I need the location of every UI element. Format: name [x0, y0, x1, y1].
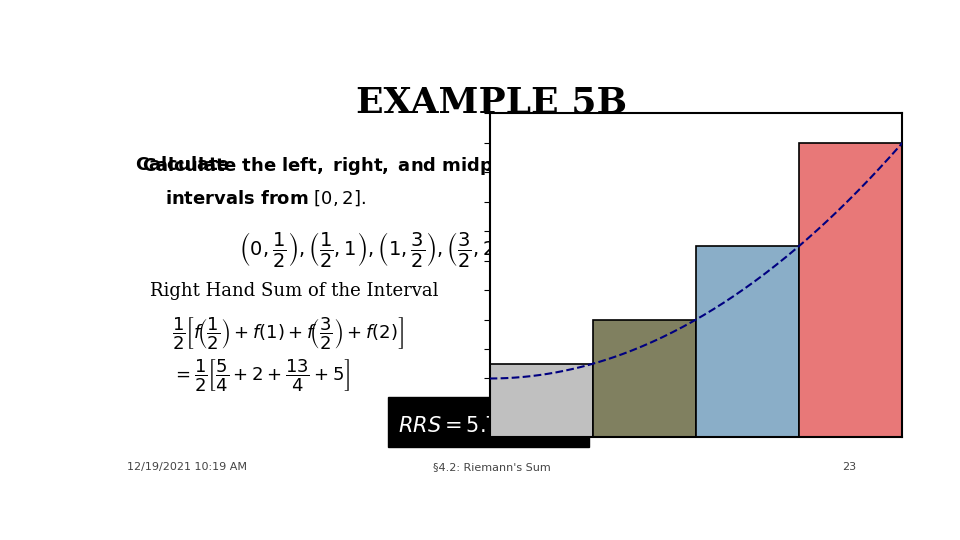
Text: Right Hand Sum of the Interval: Right Hand Sum of the Interval — [150, 282, 439, 300]
Text: $\left(0,\dfrac{1}{2}\right),\left(\dfrac{1}{2},1\right),\left(1,\dfrac{3}{2}\ri: $\left(0,\dfrac{1}{2}\right),\left(\dfra… — [239, 231, 506, 269]
Text: 23: 23 — [843, 462, 856, 472]
Text: $\mathbf{intervals\ from\ }[0,2].$: $\mathbf{intervals\ from\ }[0,2].$ — [165, 188, 366, 207]
Bar — [696, 246, 799, 437]
Text: $\dfrac{1}{2}\left[f\!\left(\dfrac{1}{2}\right)+f\left(1\right)+f\!\left(\dfrac{: $\dfrac{1}{2}\left[f\!\left(\dfrac{1}{2}… — [172, 315, 404, 351]
Text: EXAMPLE 5B: EXAMPLE 5B — [356, 85, 628, 119]
Text: §4.2: Riemann's Sum: §4.2: Riemann's Sum — [433, 462, 551, 472]
Bar — [490, 364, 592, 437]
Text: 12/19/2021 10:19 AM: 12/19/2021 10:19 AM — [128, 462, 248, 472]
Bar — [592, 320, 696, 437]
Text: $=\dfrac{1}{2}\left[\dfrac{5}{4}+2+\dfrac{13}{4}+5\right]$: $=\dfrac{1}{2}\left[\dfrac{5}{4}+2+\dfra… — [172, 356, 350, 393]
Text: $\mathit{RRS} = 5.75\ \mathrm{units}^2$: $\mathit{RRS} = 5.75\ \mathrm{units}^2$ — [397, 412, 579, 437]
Text: $\mathbf{Calculate\ the\ left,\ right,\ and\ midpoint\ sum\ for}\ \int_0^2 x^2+1: $\mathbf{Calculate\ the\ left,\ right,\ … — [142, 146, 857, 183]
Bar — [799, 143, 902, 437]
FancyBboxPatch shape — [388, 397, 588, 447]
Text: $\mathbf{Calculate}$: $\mathbf{Calculate}$ — [134, 156, 231, 173]
